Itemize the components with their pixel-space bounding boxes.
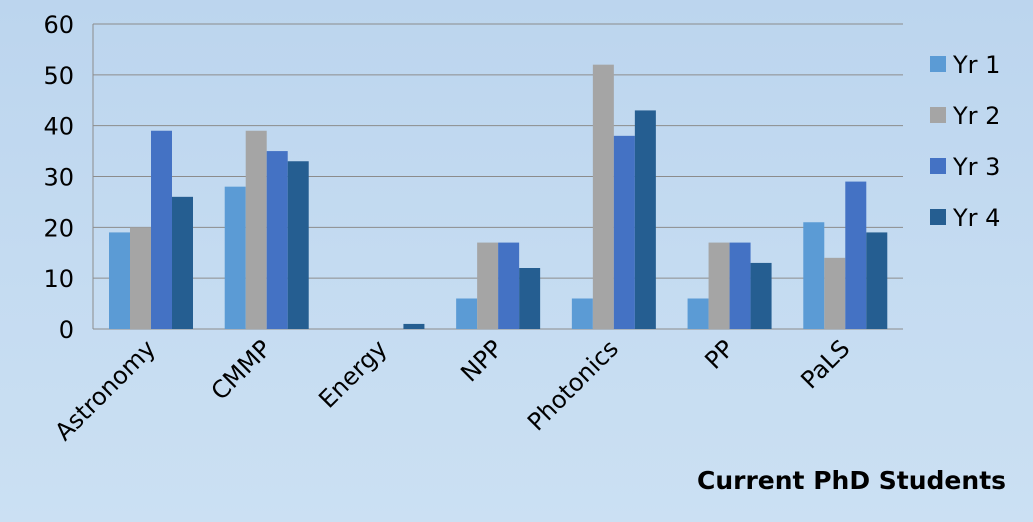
x-category-label: PP	[699, 334, 739, 374]
bars	[109, 64, 888, 330]
chart-caption: Current PhD Students	[697, 466, 1007, 495]
x-category-label: NPP	[455, 334, 508, 387]
x-category-label: PaLS	[795, 334, 855, 394]
bar-pals-yr3	[845, 181, 867, 329]
legend-swatch	[930, 158, 946, 174]
y-tick-label: 50	[43, 62, 74, 90]
y-tick-label: 30	[43, 164, 74, 192]
y-tick-label: 10	[43, 265, 74, 293]
bar-pals-yr4	[866, 232, 888, 329]
bar-astronomy-yr3	[151, 130, 172, 329]
bar-photonics-yr3	[613, 135, 635, 329]
bar-cmmp-yr1	[224, 186, 246, 329]
bar-astronomy-yr1	[109, 232, 130, 329]
bar-energy-yr4	[403, 323, 425, 329]
bar-pp-yr2	[708, 242, 730, 329]
x-category-label: CMMP	[206, 334, 277, 405]
bar-cmmp-yr3	[266, 151, 288, 329]
y-tick-label: 40	[43, 113, 74, 141]
legend-swatch	[930, 209, 946, 225]
bar-cmmp-yr4	[287, 161, 309, 329]
bar-astronomy-yr2	[130, 227, 151, 329]
legend-label: Yr 2	[952, 102, 1000, 130]
bar-npp-yr3	[498, 242, 520, 329]
y-tick-label: 0	[59, 316, 74, 344]
legend: Yr 1 Yr 2 Yr 3 Yr 4	[930, 51, 1000, 232]
bar-npp-yr2	[477, 242, 499, 329]
bar-npp-yr1	[456, 298, 478, 329]
x-category-label: Photonics	[522, 334, 624, 436]
y-tick-label: 20	[43, 214, 74, 242]
legend-swatch	[930, 56, 946, 72]
legend-label: Yr 3	[952, 153, 1000, 181]
bar-npp-yr4	[519, 268, 541, 329]
bar-pp-yr3	[729, 242, 751, 329]
bar-pals-yr1	[803, 222, 825, 329]
bar-photonics-yr2	[592, 64, 614, 330]
bar-pp-yr4	[750, 262, 772, 329]
y-tick-label: 60	[43, 11, 74, 39]
bar-cmmp-yr2	[245, 130, 267, 329]
legend-label: Yr 1	[952, 51, 1000, 79]
x-axis-categories: Astronomy CMMP Energy NPP Photonics PP PaLS	[49, 334, 855, 446]
legend-swatch	[930, 107, 946, 123]
bar-photonics-yr4	[634, 110, 656, 330]
bar-pp-yr1	[687, 298, 709, 329]
x-category-label: Energy	[313, 334, 392, 413]
bar-photonics-yr1	[571, 298, 593, 329]
y-axis-ticks: 0 10 20 30 40 50 60	[43, 11, 74, 344]
x-category-label: Astronomy	[49, 334, 161, 446]
legend-label: Yr 4	[952, 204, 1000, 232]
bar-astronomy-yr4	[172, 196, 193, 329]
bar-pals-yr2	[824, 257, 846, 329]
